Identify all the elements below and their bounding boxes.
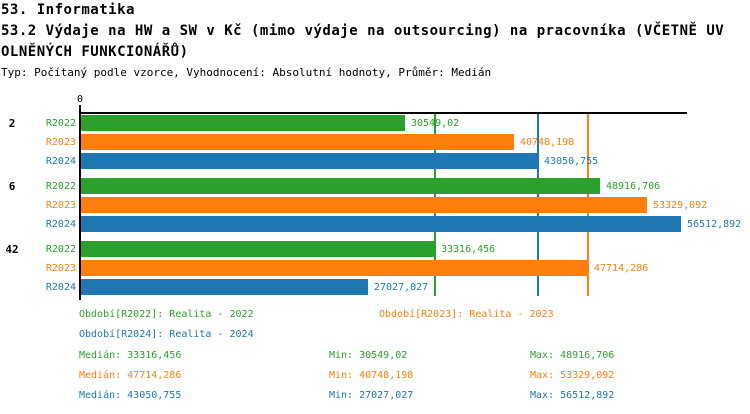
stats-min-R2022: Min: 30549,02 [329, 350, 408, 361]
chart-row-2-R2022: 2 R2022 30549,02 [0, 115, 750, 131]
chart-row-6-R2024: R2024 56512,892 [0, 216, 750, 232]
series-row-label-R2023: R2023 [45, 199, 76, 211]
bar-value-label-R2024-group-6: 56512,892 [687, 218, 742, 230]
bar-R2022-group-42 [81, 241, 435, 257]
series-row-label-R2022: R2022 [45, 117, 76, 129]
bar-R2024-group-6 [81, 216, 681, 232]
chart-row-2-R2024: R2024 43050,755 [0, 153, 750, 169]
chart-row-42-R2022: 42 R2022 33316,456 [0, 241, 750, 257]
legend-item-R2022: Období[R2022]: Realita - 2022 [79, 309, 254, 320]
stats-max-R2022: Max: 48916,706 [530, 350, 615, 361]
chart-title-line1: 53.2 Výdaje na HW a SW v Kč (mimo výdaje… [1, 23, 725, 39]
chart-row-42-R2023: R2023 47714,286 [0, 260, 750, 276]
bar-value-label-R2023-group-2: 40748,198 [520, 136, 575, 148]
group-label-42: 42 [5, 242, 19, 256]
bar-value-label-R2022-group-42: 33316,456 [441, 243, 496, 255]
chart-row-6-R2023: R2023 53329,092 [0, 197, 750, 213]
chart-title-line2: OLNĚNÝCH FUNKCIONÁŘŮ) [1, 44, 189, 60]
stats-median-R2024: Medián: 43050,755 [79, 390, 182, 401]
bar-group-42: 42 R2022 33316,456 R2023 47714,286 R2024 27027… [0, 241, 750, 295]
series-row-label-R2024: R2024 [45, 281, 76, 293]
bar-value-label-R2022-group-2: 30549,02 [411, 117, 460, 129]
chart-row-6-R2022: 6 R2022 48916,706 [0, 178, 750, 194]
series-row-label-R2023: R2023 [45, 136, 76, 148]
stats-min-R2024: Min: 27027,027 [329, 390, 414, 401]
stats-median-R2022: Medián: 33316,456 [79, 350, 182, 361]
axis-zero-label: 0 [76, 94, 84, 105]
bar-value-label-R2024-group-2: 43050,755 [544, 155, 599, 167]
axis-top-rule [79, 112, 687, 114]
bar-R2022-group-2 [81, 115, 405, 131]
chart-row-42-R2024: R2024 27027,027 [0, 279, 750, 295]
bar-value-label-R2023-group-42: 47714,286 [594, 262, 649, 274]
legend-item-R2023: Období[R2023]: Realita - 2023 [379, 309, 554, 320]
group-label-2: 2 [8, 116, 16, 130]
bar-group-2: 2 R2022 30549,02 R2023 40748,198 R2024 43050,7… [0, 115, 750, 169]
chart-subtitle: Typ: Počítaný podle vzorce, Vyhodnocení:… [1, 66, 492, 79]
stats-median-R2023: Medián: 47714,286 [79, 370, 182, 381]
bar-R2023-group-6 [81, 197, 647, 213]
chart-row-2-R2023: R2023 40748,198 [0, 134, 750, 150]
bar-R2024-group-2 [81, 153, 538, 169]
stats-min-R2023: Min: 40748,198 [329, 370, 414, 381]
stats-max-R2023: Max: 53329,092 [530, 370, 615, 381]
legend-item-R2024: Období[R2024]: Realita - 2024 [79, 329, 254, 340]
bar-value-label-R2024-group-42: 27027,027 [374, 281, 429, 293]
series-row-label-R2023: R2023 [45, 262, 76, 274]
axis-vertical-line [79, 112, 81, 300]
series-row-label-R2022: R2022 [45, 180, 76, 192]
series-row-label-R2022: R2022 [45, 243, 76, 255]
bar-R2022-group-6 [81, 178, 600, 194]
bar-R2023-group-42 [81, 260, 588, 276]
bar-group-6: 6 R2022 48916,706 R2023 53329,092 R2024 56512,… [0, 178, 750, 232]
bar-R2024-group-42 [81, 279, 368, 295]
bar-R2023-group-2 [81, 134, 514, 150]
series-row-label-R2024: R2024 [45, 218, 76, 230]
series-row-label-R2024: R2024 [45, 155, 76, 167]
report-section-title: 53. Informatika [1, 2, 135, 18]
stats-max-R2024: Max: 56512,892 [530, 390, 615, 401]
axis-zero-tick [79, 105, 81, 112]
bar-chart: 2 R2022 30549,02 R2023 40748,198 R2024 43050,7… [0, 115, 750, 295]
bar-value-label-R2022-group-6: 48916,706 [606, 180, 661, 192]
bar-value-label-R2023-group-6: 53329,092 [653, 199, 708, 211]
group-label-6: 6 [8, 179, 16, 193]
